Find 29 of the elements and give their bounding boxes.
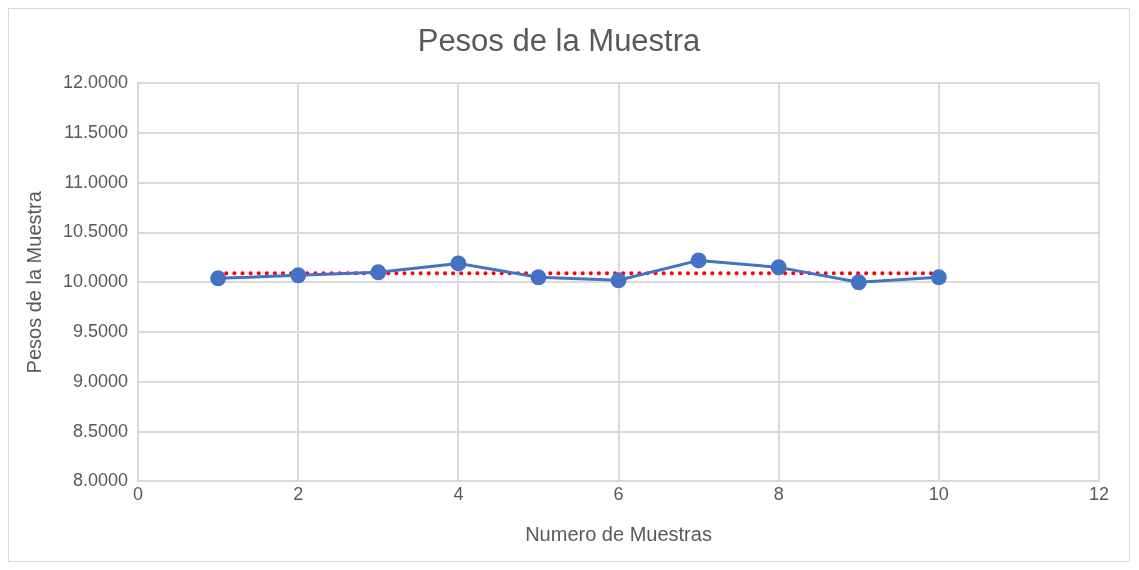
point — [530, 269, 547, 286]
y-tick-label: 9.0000 — [73, 370, 129, 391]
point — [930, 269, 947, 286]
y-tick-label: 10.0000 — [62, 271, 129, 292]
point — [770, 259, 787, 276]
point — [290, 267, 307, 284]
y-tick-label: 9.5000 — [73, 321, 129, 342]
x-tick-label: 4 — [453, 484, 464, 505]
y-tick-label: 12.0000 — [62, 72, 129, 93]
x-tick-label: 2 — [293, 484, 304, 505]
point — [850, 274, 867, 291]
y-tick-label: 11.0000 — [64, 171, 129, 192]
x-tick-label: 6 — [613, 484, 624, 505]
y-tick-label: 8.5000 — [73, 420, 129, 441]
point — [610, 272, 627, 289]
point — [450, 255, 467, 272]
point — [210, 270, 227, 287]
x-tick-label: 10 — [928, 484, 949, 505]
x-tick-label: 8 — [773, 484, 784, 505]
y-tick-label: 8.0000 — [73, 470, 129, 491]
x-axis-title: Numero de Muestras — [525, 522, 712, 545]
point — [690, 252, 707, 269]
y-axis-title: Pesos de la Muestra — [22, 190, 45, 374]
y-tick-label: 11.5000 — [64, 121, 129, 142]
x-tick-label: 12 — [1088, 484, 1110, 505]
point — [370, 264, 387, 281]
y-tick-label: 10.5000 — [62, 221, 129, 242]
x-tick-label: 0 — [133, 484, 144, 505]
chart-title: Pesos de la Muestra — [417, 23, 702, 59]
